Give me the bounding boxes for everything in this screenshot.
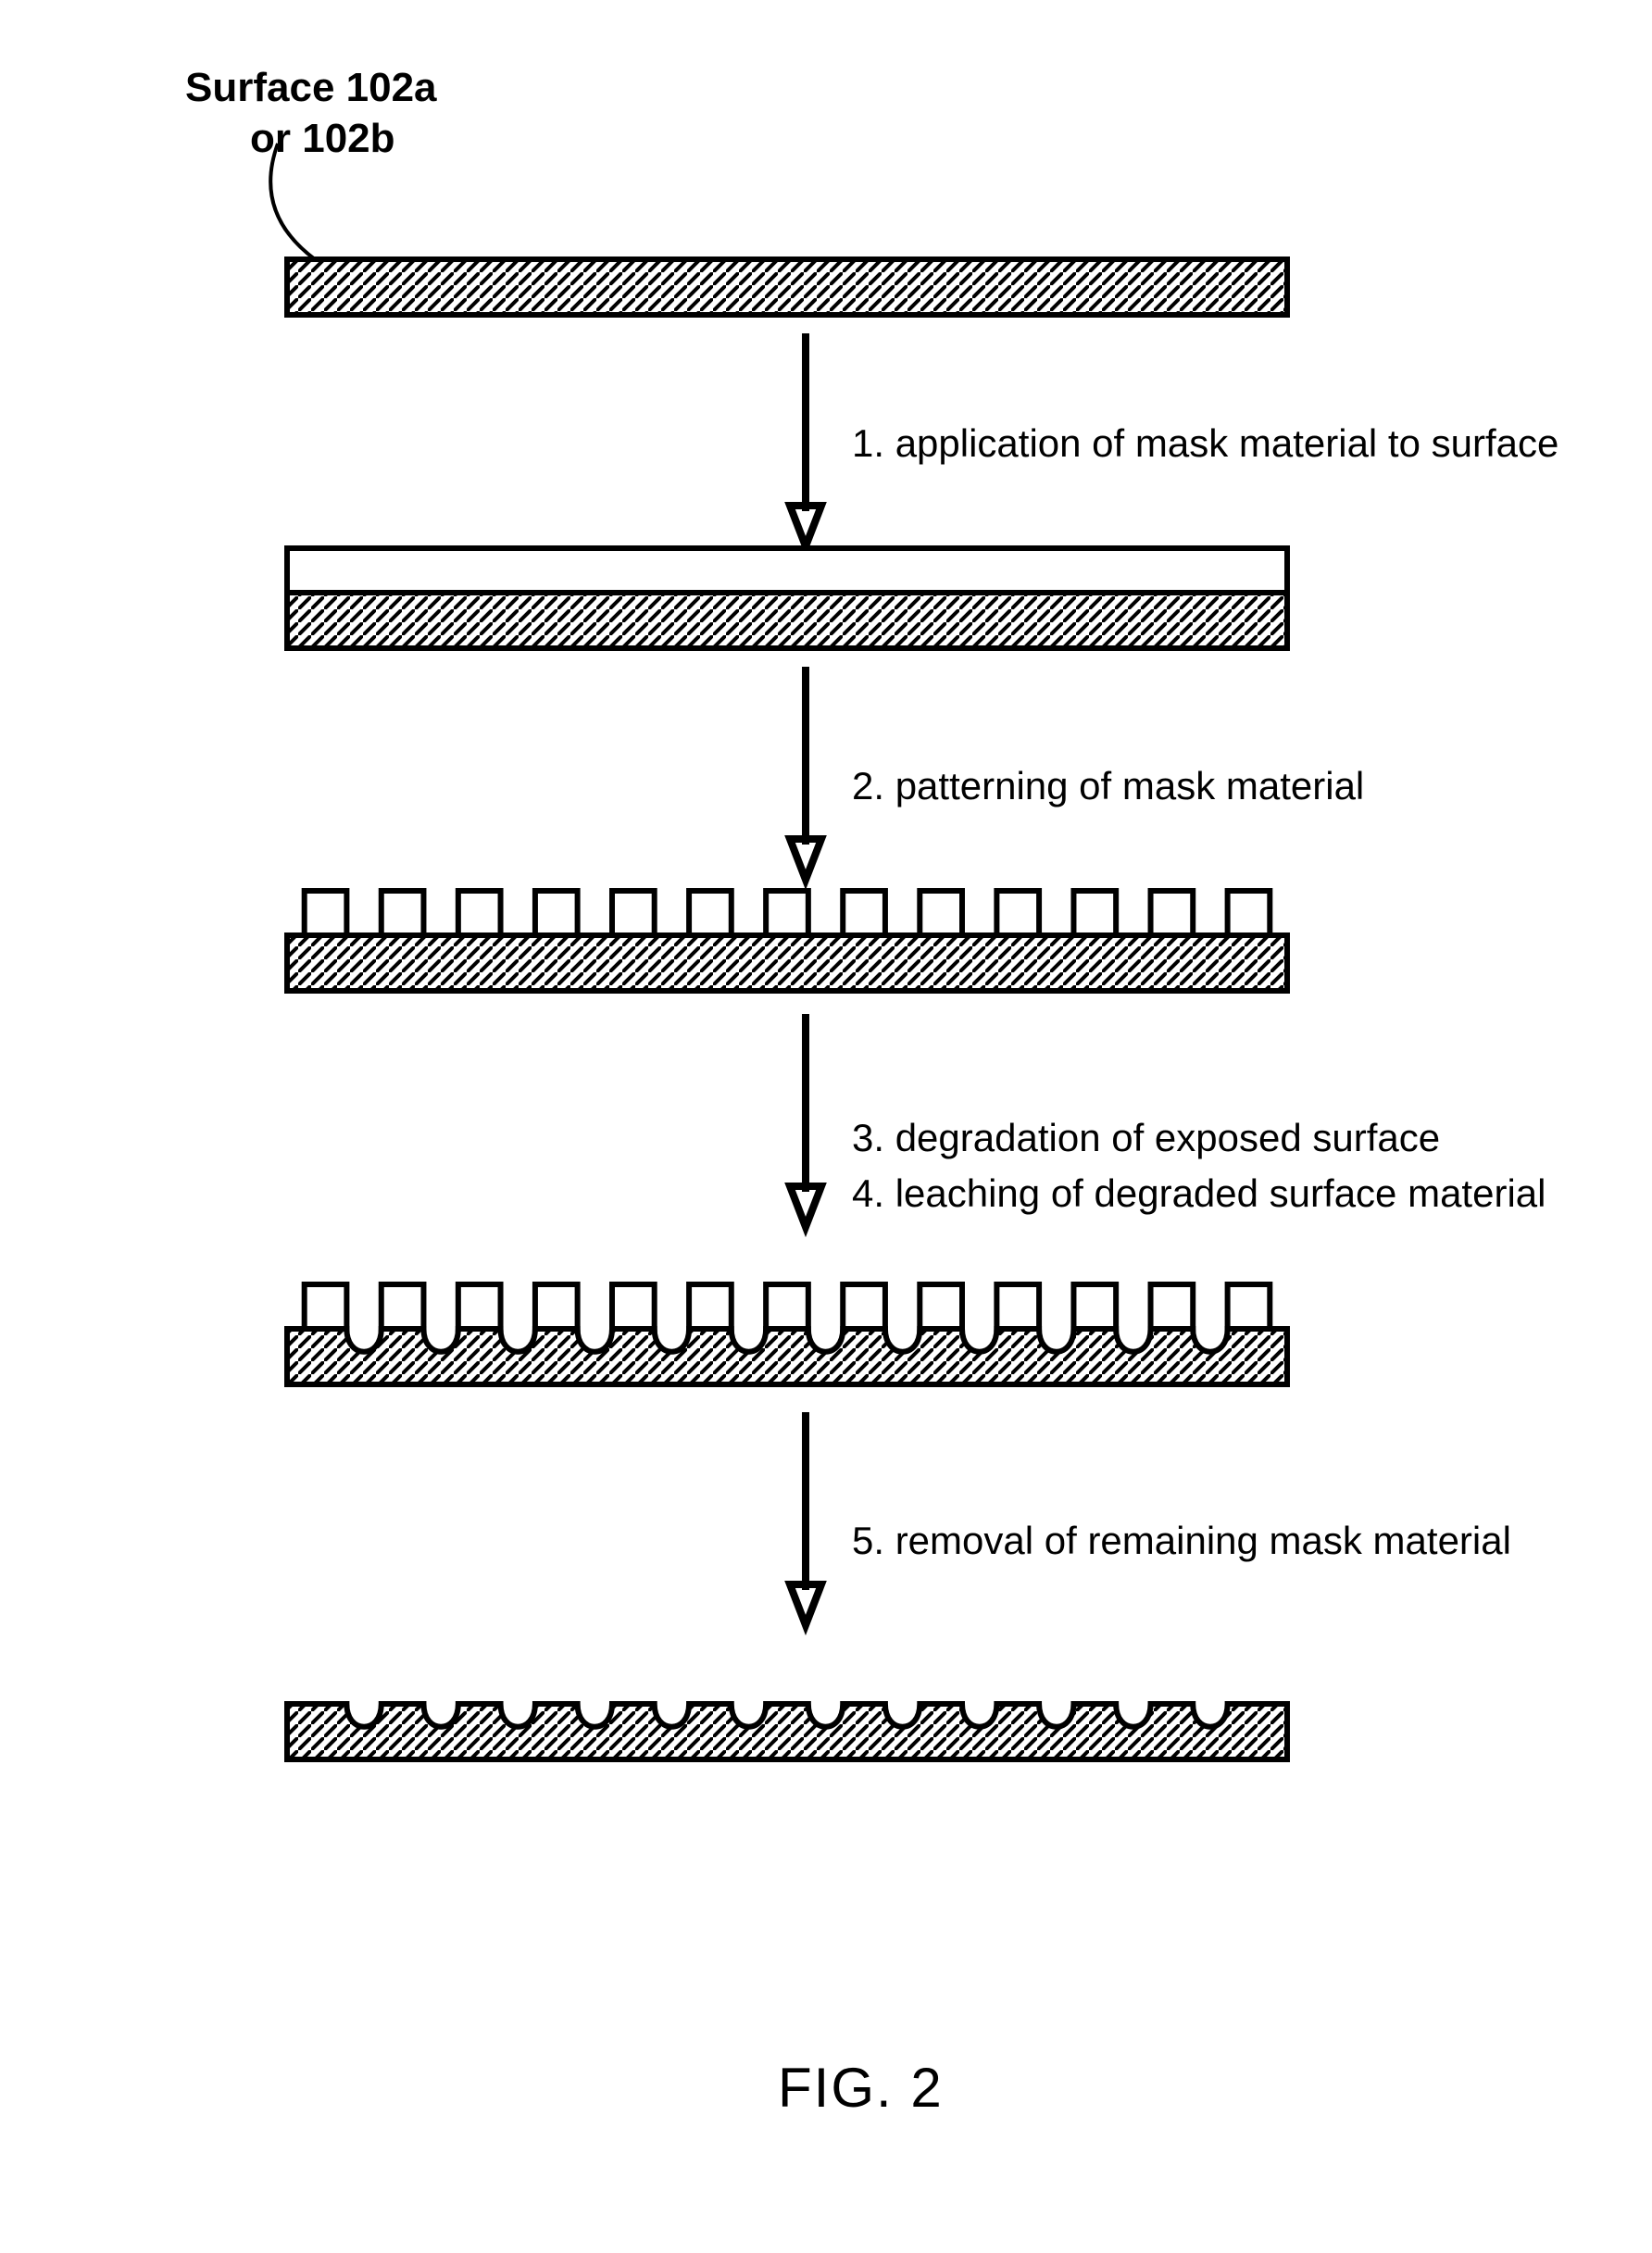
figure-caption: FIG. 2 <box>778 2056 944 2120</box>
step-3-text: 3. degradation of exposed surface <box>852 1116 1440 1160</box>
step-5-text: 5. removal of remaining mask material <box>852 1519 1511 1563</box>
surface-callout-line-1: Surface 102a <box>185 65 437 111</box>
surface-callout-line-2: or 102b <box>250 116 395 162</box>
step-4-text: 4. leaching of degraded surface material <box>852 1171 1546 1216</box>
step-1-text: 1. application of mask material to surfa… <box>852 421 1558 466</box>
step-2-text: 2. patterning of mask material <box>852 764 1364 808</box>
figure-2-page: Surface 102a or 102b 1. application of m… <box>0 0 1652 2253</box>
